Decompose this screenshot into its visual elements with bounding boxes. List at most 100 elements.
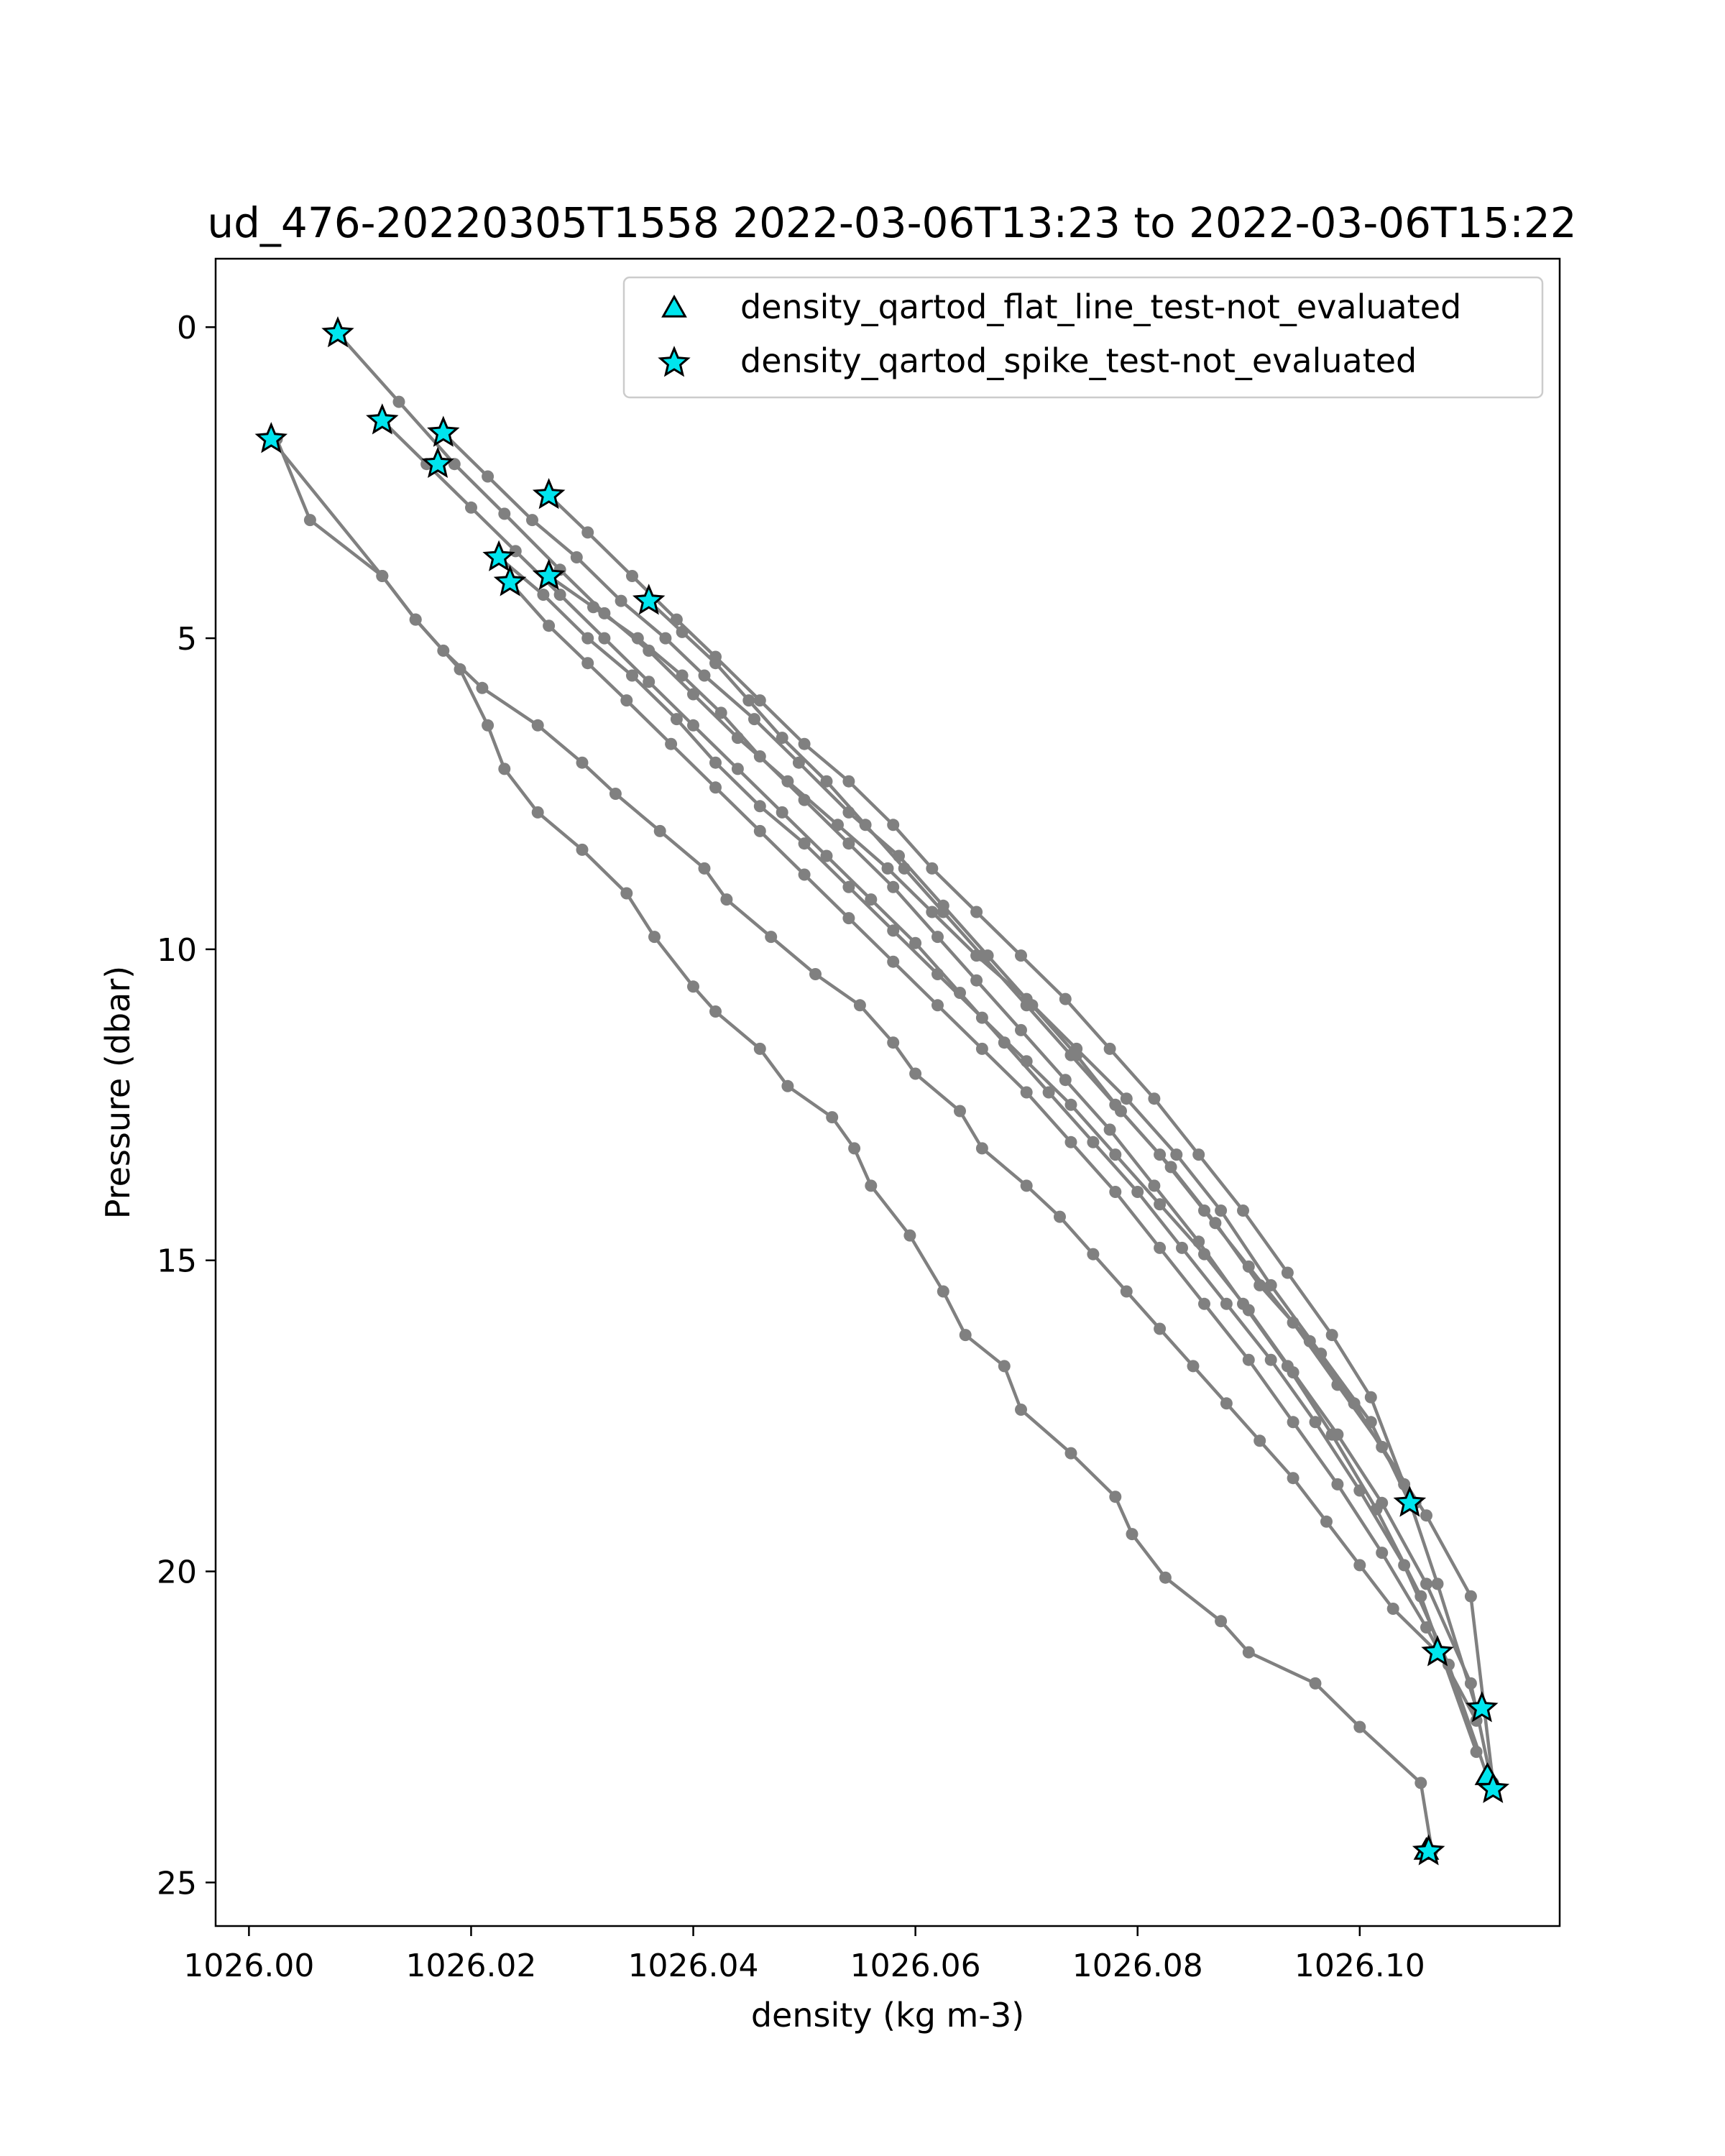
data-point [1414,1777,1427,1789]
data-point [543,619,556,632]
data-point [1215,1615,1228,1628]
data-point [731,763,744,775]
data-point [776,806,788,819]
data-point [1287,1416,1300,1429]
data-point [709,657,722,670]
data-point [392,395,405,408]
data-point [687,980,699,993]
data-point [676,625,689,638]
data-point [1220,1297,1233,1310]
data-point [581,632,594,645]
data-point [1059,1074,1072,1087]
data-point [798,793,811,806]
data-point [1331,1478,1344,1491]
data-point [998,1360,1011,1373]
data-point [1154,1198,1167,1211]
spike-marker [493,565,527,596]
legend-label-flat-line: density_qartod_flat_line_test-not_evalua… [740,287,1461,326]
data-point [842,837,855,850]
data-point [1254,1434,1266,1447]
data-point [887,955,900,968]
data-point [1020,1086,1033,1099]
data-point [648,931,661,944]
spike-marker [1476,1772,1510,1803]
x-tick-label: 1026.04 [628,1948,759,1984]
data-point [537,589,550,601]
data-point [620,887,633,900]
data-point [842,880,855,893]
data-point [1109,1186,1122,1198]
data-point [753,1042,766,1055]
data-point [1320,1515,1333,1528]
data-point [1064,1098,1077,1111]
data-point [1103,1123,1116,1136]
data-point [898,862,911,875]
data-point [781,1079,794,1092]
spike-marker [427,415,460,447]
data-point [714,706,727,719]
data-point [709,781,722,794]
data-point [465,501,477,514]
plot-layer [254,316,1510,1866]
data-point [954,987,966,999]
data-point [1464,1590,1477,1603]
data-point [1109,1491,1122,1503]
data-point [1020,1055,1033,1068]
x-tick-label: 1026.02 [405,1948,536,1984]
data-point [848,1142,861,1155]
profile-line-9 [548,574,1478,1753]
data-point [1464,1677,1477,1690]
data-point [526,514,538,527]
data-point [1331,1378,1344,1391]
data-point [1192,1235,1205,1248]
data-point [698,862,711,875]
data-point [932,968,944,980]
data-point [643,676,656,688]
y-tick-label: 5 [177,621,197,658]
data-point [1020,1179,1033,1192]
spike-marker [532,558,566,590]
data-point [454,663,466,676]
data-point [720,893,733,906]
spike-marker [1412,1834,1445,1866]
data-point [609,788,622,800]
data-point [509,545,522,558]
data-point [1148,1092,1161,1105]
data-point [687,719,699,732]
data-point [820,849,833,862]
data-point [1154,1148,1167,1161]
data-point [909,1067,922,1080]
spike-marker [482,540,515,571]
data-point [937,906,949,918]
data-point [1109,1098,1122,1111]
data-point [1386,1603,1399,1615]
x-tick-label: 1026.00 [183,1948,314,1984]
spike-marker [532,478,566,510]
data-point [748,713,760,726]
data-point [1237,1297,1249,1310]
data-point [531,806,544,819]
data-point [1353,1559,1366,1572]
data-point [1376,1547,1389,1560]
data-point [1309,1416,1322,1429]
data-point [1420,1577,1432,1590]
data-point [1176,1241,1188,1254]
data-point [1264,1353,1277,1366]
data-point [975,949,988,962]
data-point [1470,1746,1483,1759]
data-point [581,526,594,539]
data-point [1215,1204,1228,1217]
profile-line-7 [497,556,1495,1790]
legend-star-marker [658,346,691,377]
data-point [932,931,944,944]
data-point [820,775,833,788]
data-point [437,644,450,657]
legend-triangle-marker [661,294,687,318]
data-point [1370,1503,1383,1516]
data-point [476,681,489,694]
data-point [1287,1472,1300,1485]
data-point [698,669,711,682]
data-point [1054,1210,1066,1223]
data-point [570,551,583,563]
data-point [1154,1322,1167,1335]
